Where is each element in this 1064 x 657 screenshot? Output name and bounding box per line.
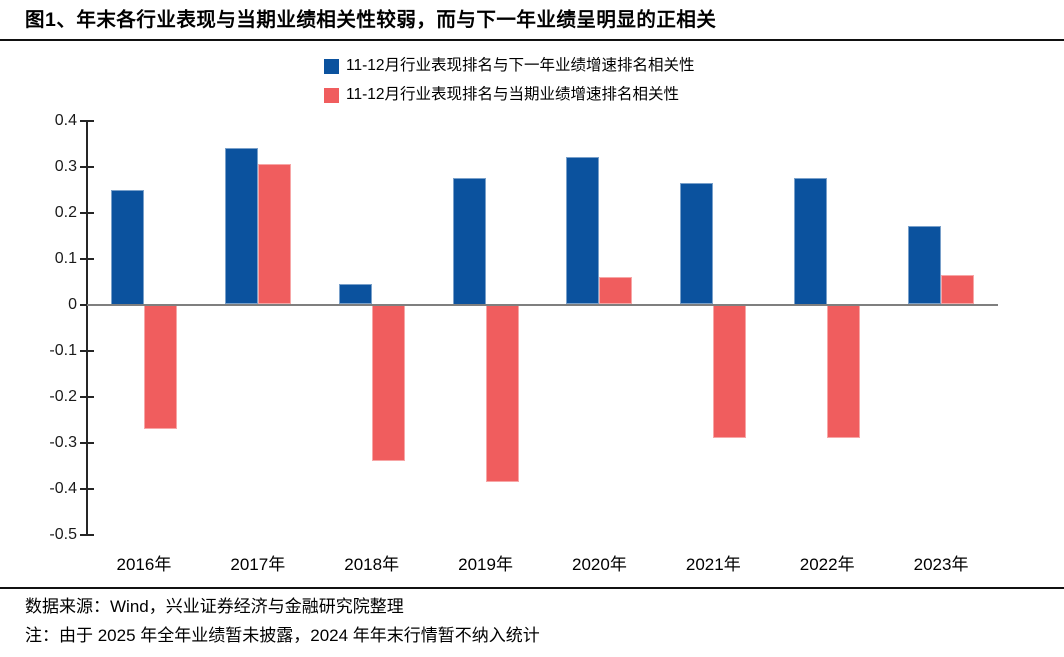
- legend-label: 11-12月行业表现排名与下一年业绩增速排名相关性: [346, 57, 695, 74]
- y-axis-tick-label: -0.1: [49, 341, 77, 359]
- y-axis-tick-label: 0.1: [54, 249, 77, 267]
- bar-next-year-correlation: [110, 189, 144, 305]
- y-axis-tick-label: 0.2: [54, 203, 77, 221]
- y-axis-tick: [80, 395, 94, 398]
- x-axis-category-label: 2021年: [685, 555, 741, 574]
- y-axis-tick-label: -0.2: [49, 387, 77, 405]
- y-axis-tick: [80, 441, 94, 444]
- bar-current-year-correlation: [713, 304, 747, 438]
- x-axis-category-label: 2019年: [458, 555, 513, 574]
- bar-current-year-correlation: [143, 304, 177, 429]
- bar-next-year-correlation: [452, 178, 486, 305]
- y-axis-tick: [80, 349, 94, 352]
- y-axis-tick: [80, 533, 94, 536]
- bar-current-year-correlation: [599, 276, 633, 305]
- x-axis-category-label: 2022年: [799, 555, 855, 574]
- bar-next-year-correlation: [908, 226, 942, 305]
- bar-current-year-correlation: [485, 304, 519, 482]
- x-axis-category-label: 2023年: [913, 555, 969, 574]
- y-axis-tick-label: -0.3: [49, 433, 77, 451]
- y-axis-tick: [80, 257, 94, 260]
- x-axis-category-label: 2016年: [116, 555, 172, 574]
- x-axis-category-label: 2020年: [572, 555, 627, 574]
- y-axis-line: [86, 119, 88, 536]
- y-axis-tick: [80, 119, 94, 122]
- bar-current-year-correlation: [827, 304, 861, 438]
- x-axis-category-label: 2017年: [230, 555, 286, 574]
- bar-current-year-correlation: [257, 164, 291, 305]
- bar-next-year-correlation: [224, 148, 258, 305]
- data-source-text: 数据来源：Wind，兴业证券经济与金融研究院整理: [25, 597, 404, 616]
- bar-current-year-correlation: [371, 304, 405, 461]
- blue-square-swatch-icon: [324, 58, 339, 74]
- title-divider: [0, 39, 1064, 41]
- zero-baseline: [87, 303, 998, 306]
- chart-legend: 11-12月行业表现排名与下一年业绩增速排名相关性 11-12月行业表现排名与当…: [324, 56, 695, 114]
- footer-divider: [0, 587, 1064, 589]
- bar-next-year-correlation: [794, 178, 828, 305]
- y-axis-tick-label: 0: [68, 295, 77, 313]
- bar-next-year-correlation: [566, 157, 600, 305]
- bar-next-year-correlation: [338, 283, 372, 305]
- y-axis-tick-label: -0.4: [49, 479, 77, 497]
- legend-item-current-year: 11-12月行业表现排名与当期业绩增速排名相关性: [324, 85, 695, 105]
- legend-label: 11-12月行业表现排名与当期业绩增速排名相关性: [346, 86, 679, 103]
- y-axis-tick: [80, 211, 94, 214]
- y-axis-tick-label: 0.4: [54, 111, 77, 129]
- legend-item-next-year: 11-12月行业表现排名与下一年业绩增速排名相关性: [324, 56, 695, 76]
- bar-next-year-correlation: [680, 182, 714, 305]
- red-square-swatch-icon: [324, 87, 339, 103]
- bar-current-year-correlation: [941, 274, 975, 305]
- footnote-text: 注：由于 2025 年全年业绩暂未披露，2024 年年末行情暂不纳入统计: [25, 626, 540, 645]
- page-title: 图1、年末各行业表现与当期业绩相关性较弱，而与下一年业绩呈明显的正相关: [25, 9, 717, 31]
- x-axis-category-label: 2018年: [344, 555, 400, 574]
- y-axis-tick-label: -0.5: [49, 525, 77, 543]
- y-axis-tick: [80, 487, 94, 490]
- y-axis-tick-label: 0.3: [54, 157, 77, 175]
- y-axis-tick: [80, 165, 94, 168]
